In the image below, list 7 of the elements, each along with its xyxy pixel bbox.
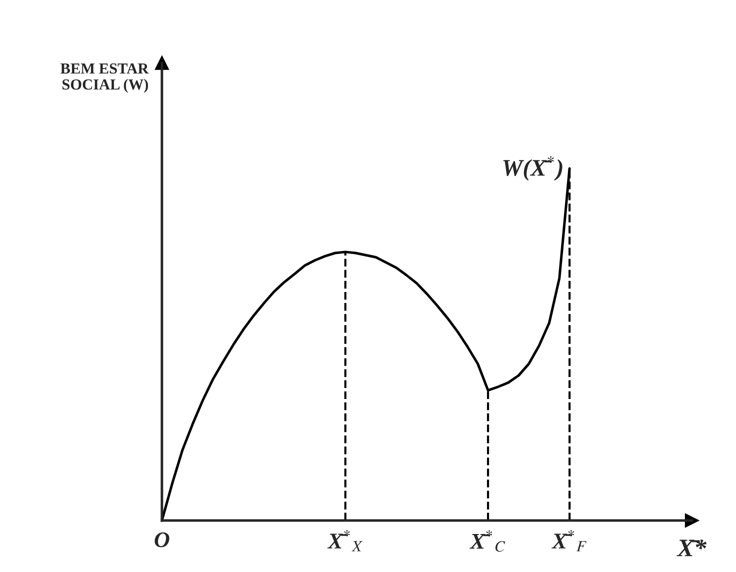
- x-tick-label: X̄$^{*}$$_{X}$: [327, 530, 362, 552]
- annotation: W(X̄$^{*}$): [503, 156, 562, 181]
- x-tick-label: X̄$^{*}$$_{C}$: [470, 530, 506, 552]
- y-axis-title: BEM ESTAR SOCIAL (W): [60, 63, 149, 93]
- x-tick-label: O: [154, 532, 170, 548]
- x-axis-title: X̄*: [676, 540, 707, 556]
- x-tick-label: X̄$^{*}$$_{F}$: [552, 530, 586, 552]
